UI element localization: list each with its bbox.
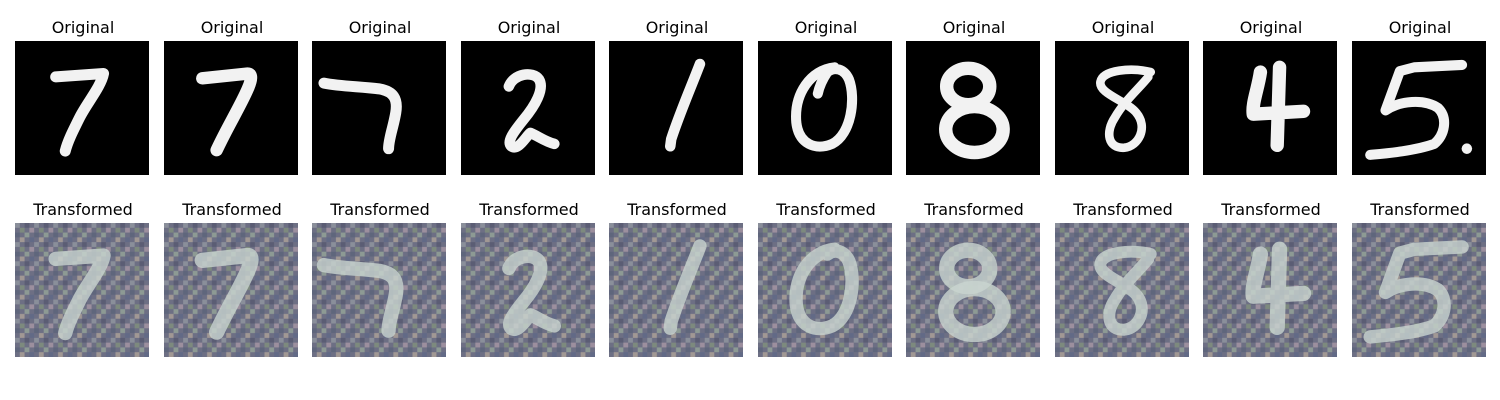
original-digit-image (1055, 41, 1189, 175)
panel-caption: Original (1239, 18, 1303, 37)
original-panel-9: Original (1203, 16, 1339, 176)
original-panel-8: Original (1055, 16, 1191, 176)
transformed-panel-6: Transformed (758, 198, 894, 358)
transformed-digit-image (1352, 223, 1486, 357)
digit-eight-glyph (1096, 65, 1156, 153)
digit-seven-glyph (164, 223, 298, 357)
digit-one-glyph (609, 223, 743, 357)
panel-caption: Original (348, 18, 412, 37)
transformed-digit-image (1055, 223, 1189, 357)
transformed-panel-5: Transformed (609, 198, 745, 358)
original-digit-image (609, 41, 743, 175)
transformed-digit-image (15, 223, 149, 357)
original-digit-image (1352, 41, 1486, 175)
panel-caption: Original (51, 18, 115, 37)
panel-caption: Transformed (330, 200, 430, 219)
transformed-digit-image (164, 223, 298, 357)
transformed-digit-image (609, 223, 743, 357)
original-digit-image (758, 41, 892, 175)
original-digit-image (312, 41, 446, 175)
digit-four-glyph (1246, 60, 1311, 153)
digit-seven-glyph (15, 223, 149, 357)
panel-caption: Transformed (776, 200, 876, 219)
transformed-panel-10: Transformed (1352, 198, 1488, 358)
panel-caption: Transformed (33, 200, 133, 219)
panel-caption: Original (1091, 18, 1155, 37)
transformed-digit-image (1203, 223, 1337, 357)
transformed-digit-image (758, 223, 892, 357)
original-panel-2: Original (164, 16, 300, 176)
panel-caption: Original (645, 18, 709, 37)
panel-caption: Transformed (627, 200, 727, 219)
transformed-panel-8: Transformed (1055, 198, 1191, 358)
panel-caption: Original (200, 18, 264, 37)
panel-caption: Transformed (1370, 200, 1470, 219)
panel-caption: Original (497, 18, 561, 37)
digit-zero-glyph (758, 223, 892, 357)
digit-seven-glyph (50, 68, 110, 157)
transformed-panel-3: Transformed (312, 198, 448, 358)
transformed-digit-image (461, 223, 595, 357)
transformed-digit-image (312, 223, 446, 357)
transformed-panel-9: Transformed (1203, 198, 1339, 358)
digit-eight-glyph (939, 61, 1010, 160)
digit-eight-glyph (906, 223, 1040, 357)
digit-seven-glyph (196, 67, 258, 157)
original-panel-7: Original (906, 16, 1042, 176)
original-row: Original Original Original Original (0, 16, 1500, 176)
original-digit-image (906, 41, 1040, 175)
original-digit-image (15, 41, 149, 175)
panel-caption: Original (794, 18, 858, 37)
digit-four-glyph (1203, 223, 1337, 357)
transformed-panel-2: Transformed (164, 198, 300, 358)
original-digit-image (164, 41, 298, 175)
digit-eight-glyph (1055, 223, 1189, 357)
digit-five-glyph (1365, 59, 1473, 160)
original-panel-5: Original (609, 16, 745, 176)
digit-two-glyph (503, 69, 560, 153)
panel-caption: Transformed (1073, 200, 1173, 219)
panel-caption: Transformed (1221, 200, 1321, 219)
digit-seven-glyph (312, 223, 446, 357)
transformed-panel-4: Transformed (461, 198, 597, 358)
transformed-digit-image (906, 223, 1040, 357)
digit-one-glyph (664, 58, 706, 152)
transformed-panel-7: Transformed (906, 198, 1042, 358)
panel-caption: Original (942, 18, 1006, 37)
transformed-panel-1: Transformed (15, 198, 151, 358)
original-panel-4: Original (461, 16, 597, 176)
original-panel-6: Original (758, 16, 894, 176)
panel-caption: Transformed (182, 200, 282, 219)
digit-zero-glyph (791, 62, 858, 152)
panel-caption: Transformed (479, 200, 579, 219)
panel-caption: Original (1388, 18, 1452, 37)
original-digit-image (461, 41, 595, 175)
digit-two-glyph (461, 223, 595, 357)
original-panel-1: Original (15, 16, 151, 176)
original-panel-10: Original (1352, 16, 1488, 176)
original-digit-image (1203, 41, 1337, 175)
original-panel-3: Original (312, 16, 448, 176)
digit-five-glyph (1352, 223, 1486, 357)
panel-caption: Transformed (924, 200, 1024, 219)
transformed-row: Transformed Transformed Transformed Tran… (0, 198, 1500, 358)
digit-seven-glyph (318, 77, 402, 155)
